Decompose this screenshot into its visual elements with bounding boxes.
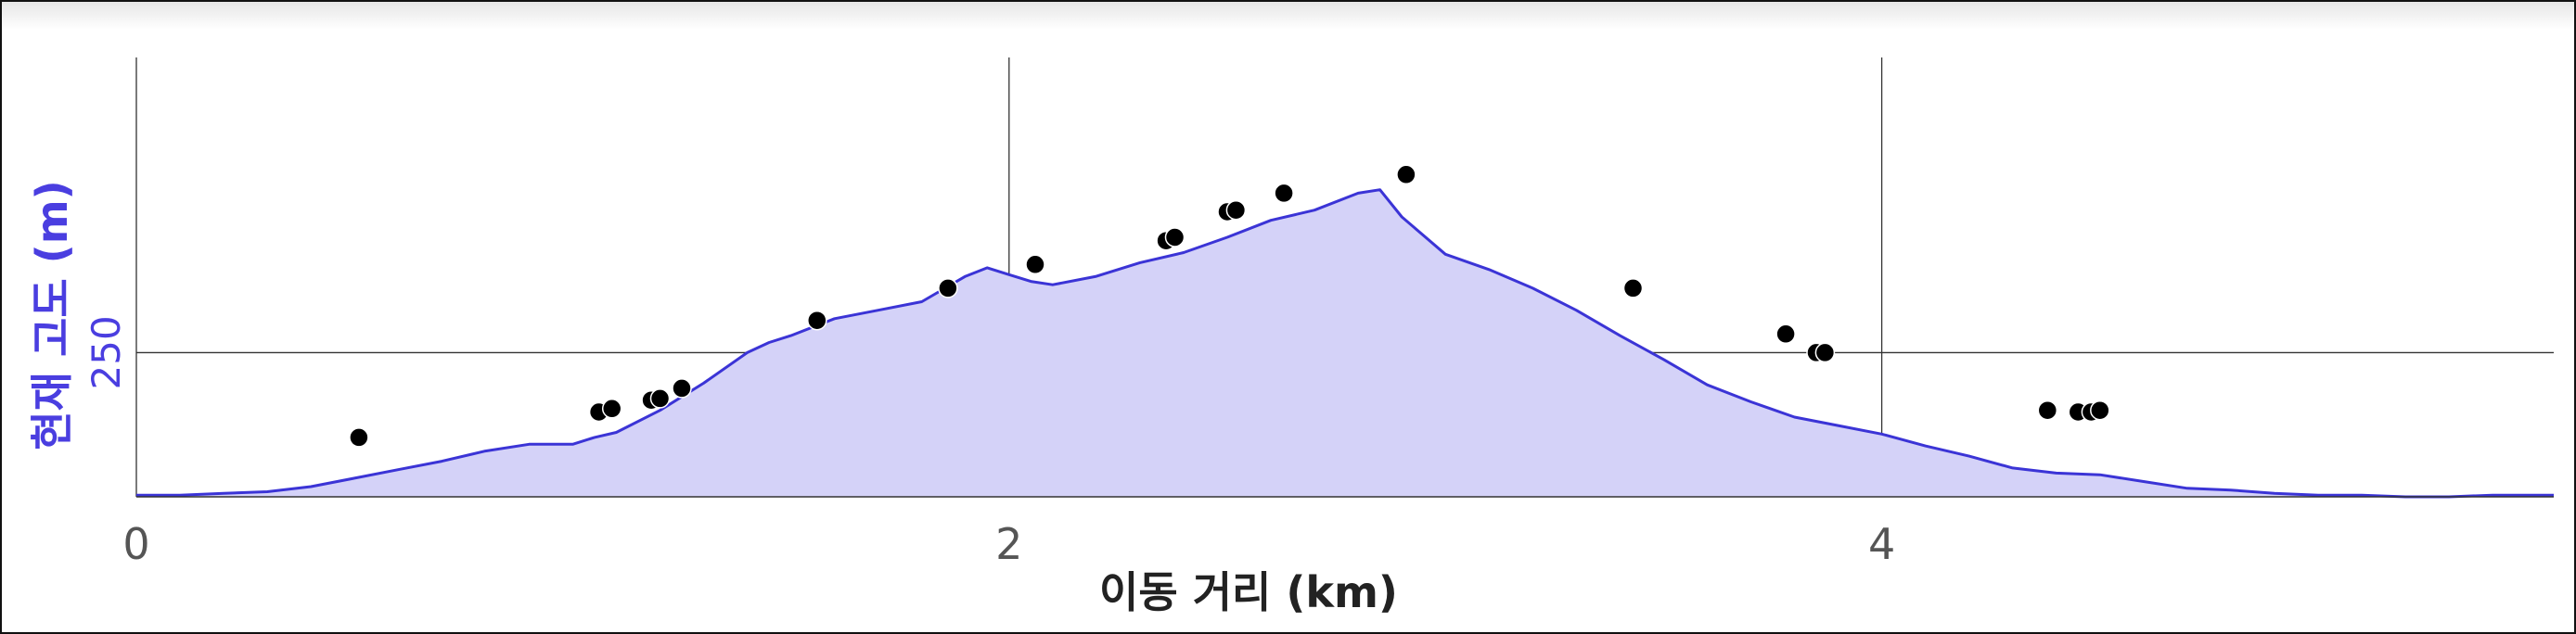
data-point bbox=[601, 399, 622, 419]
data-point bbox=[1814, 342, 1836, 363]
points-layer bbox=[349, 164, 2110, 448]
data-point bbox=[1225, 199, 1247, 221]
data-point bbox=[649, 388, 671, 409]
y-tick-labels: 250 bbox=[83, 315, 129, 389]
data-point bbox=[2090, 399, 2110, 421]
data-point bbox=[1274, 183, 1294, 204]
data-point bbox=[672, 378, 692, 399]
data-point bbox=[1396, 164, 1416, 185]
data-point bbox=[1622, 278, 1644, 298]
data-point bbox=[1164, 227, 1185, 247]
data-point bbox=[1025, 254, 1045, 275]
data-point bbox=[807, 310, 827, 331]
x-tick-labels: 0 2 4 bbox=[122, 519, 1895, 569]
x-axis-title: 이동 거리 (km) bbox=[1099, 567, 1398, 617]
elevation-line bbox=[136, 188, 2554, 499]
y-tick-label: 250 bbox=[83, 315, 129, 389]
data-point bbox=[938, 278, 958, 298]
x-tick-label: 4 bbox=[1868, 519, 1895, 569]
elevation-area bbox=[136, 189, 2554, 497]
data-point bbox=[349, 427, 369, 448]
x-tick-label: 2 bbox=[995, 519, 1022, 569]
y-axis-title: 현재 고도 (m) bbox=[27, 180, 77, 450]
x-tick-label: 0 bbox=[122, 519, 149, 569]
data-point bbox=[2037, 399, 2058, 421]
data-point bbox=[1775, 323, 1796, 345]
